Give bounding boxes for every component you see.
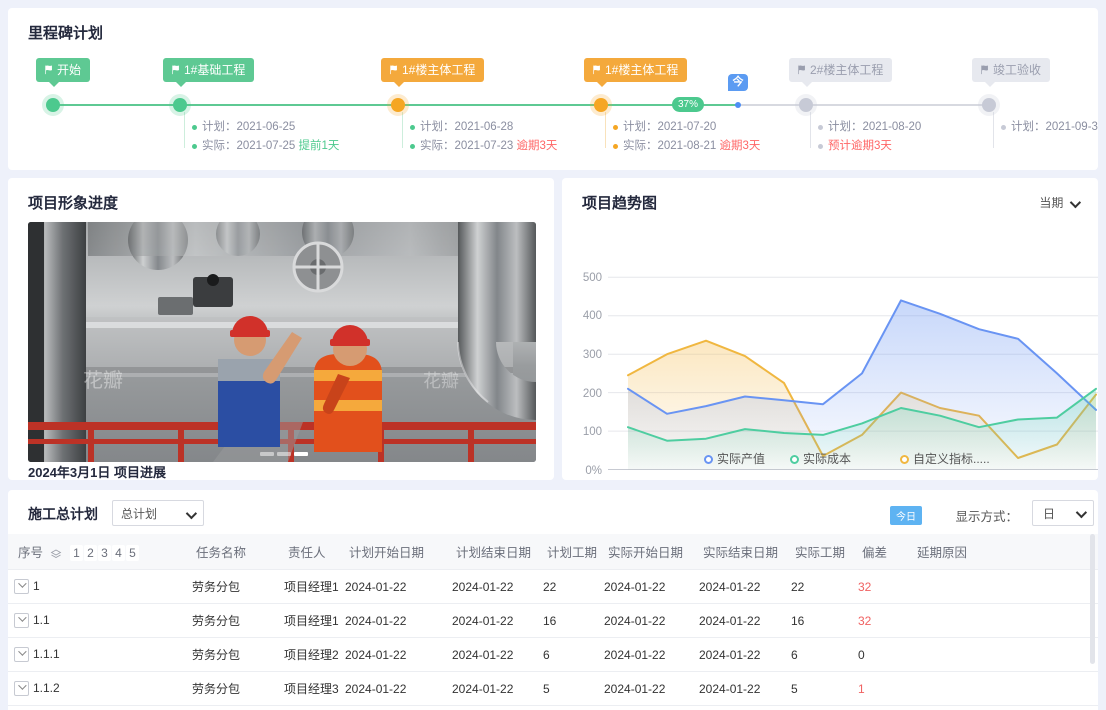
svg-text:花瓣: 花瓣 — [423, 371, 459, 391]
svg-text:200: 200 — [583, 388, 602, 400]
svg-text:300: 300 — [583, 349, 602, 361]
svg-text:100: 100 — [583, 426, 602, 438]
svg-text:500: 500 — [583, 272, 602, 284]
svg-text:花瓣: 花瓣 — [83, 369, 123, 392]
svg-text:0%: 0% — [585, 465, 602, 474]
svg-text:400: 400 — [583, 310, 602, 322]
